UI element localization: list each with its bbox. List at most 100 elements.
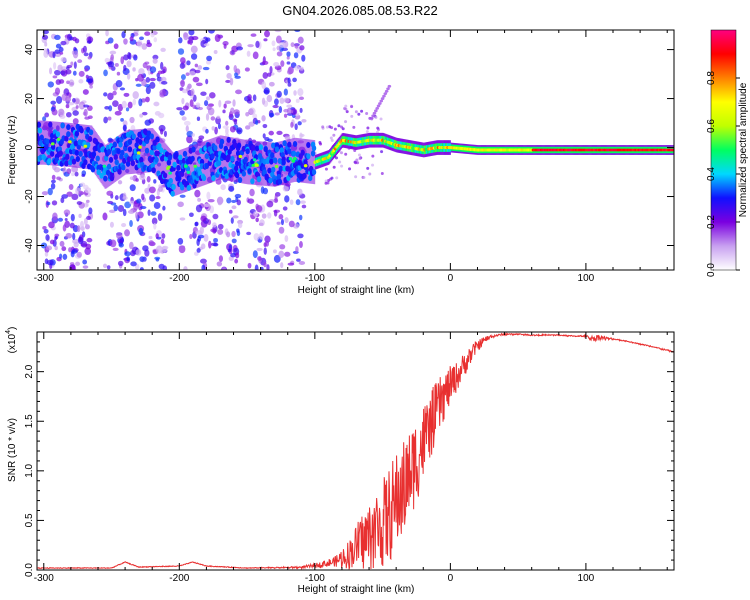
noise-dot [376, 126, 380, 130]
noise-dot [216, 261, 223, 267]
noise-dot [115, 80, 123, 88]
snr-series-line [37, 332, 674, 570]
band-blob [234, 172, 240, 179]
band-blob [127, 138, 133, 145]
band-blob [112, 141, 117, 148]
noise-dot [41, 191, 49, 196]
noise-dot [231, 199, 237, 204]
noise-dot [149, 81, 156, 89]
peak-dot [56, 137, 61, 141]
band-blob [114, 159, 119, 166]
noise-dot [225, 127, 229, 135]
band-envelope [268, 142, 270, 187]
band-blob [37, 135, 41, 142]
noise-dot [107, 116, 112, 121]
harmonic-dot [369, 116, 374, 120]
noise-dot [300, 200, 306, 204]
noise-dot [54, 34, 61, 40]
noise-dot [255, 40, 260, 49]
noise-dot [70, 61, 74, 66]
noise-dot [263, 262, 267, 268]
band-envelope [308, 139, 310, 184]
noise-dot [267, 138, 273, 142]
noise-dot [271, 40, 276, 47]
band-blob [306, 142, 311, 149]
noise-dot [41, 34, 49, 40]
band-blob [201, 175, 207, 182]
noise-dot [286, 51, 291, 57]
noise-dot [258, 232, 264, 240]
noise-dot [222, 267, 226, 270]
noise-dot [153, 101, 160, 107]
noise-dot [195, 82, 203, 87]
x-tick-label: -200 [169, 273, 189, 284]
noise-dot [126, 256, 130, 262]
band-blob [267, 167, 272, 174]
noise-dot [181, 116, 187, 121]
noise-dot [58, 79, 65, 84]
noise-dot [234, 193, 242, 199]
noise-dot [266, 94, 273, 103]
noise-dot [44, 112, 50, 118]
x-tick-label: 100 [578, 273, 595, 284]
noise-dot [82, 265, 89, 269]
noise-dot [78, 213, 82, 218]
exponent-power: 4 [5, 330, 12, 334]
noise-dot [294, 65, 301, 71]
noise-dot [260, 186, 265, 194]
band-blob [204, 153, 210, 160]
noise-dot [262, 133, 266, 139]
band-blob [60, 122, 65, 129]
noise-dot [301, 118, 307, 123]
noise-dot [52, 51, 56, 59]
noise-dot [113, 204, 119, 212]
band-envelope [63, 122, 65, 167]
harmonic-dot [371, 114, 375, 118]
band-blob [64, 135, 69, 142]
noise-dot [230, 217, 234, 224]
band-envelope [213, 137, 215, 182]
noise-dot [57, 64, 63, 72]
y-tick-label: -40 [24, 238, 35, 253]
noise-dot [218, 255, 223, 262]
band-envelope [124, 130, 126, 176]
band-blob [120, 149, 125, 156]
noise-dot [65, 232, 73, 239]
noise-dot [289, 199, 294, 205]
band-blob [250, 178, 255, 185]
noise-dot [368, 172, 372, 176]
band-blob [256, 176, 262, 183]
noise-dot [365, 130, 369, 134]
band-blob [306, 153, 311, 160]
band-blob [74, 130, 80, 137]
noise-dot [56, 176, 61, 180]
band-envelope [310, 139, 312, 184]
noise-dot [59, 51, 64, 55]
band-blob [58, 150, 63, 157]
noise-dot [132, 98, 137, 106]
noise-dot [278, 226, 285, 234]
band-blob [162, 172, 168, 179]
noise-dot [150, 33, 155, 38]
y-tick-label: -20 [24, 189, 35, 204]
colorbar-tick-label: 0.2 [706, 215, 717, 229]
noise-dot [272, 47, 276, 52]
noise-dot [324, 179, 328, 183]
band-blob [262, 169, 267, 176]
noise-dot [354, 161, 358, 165]
noise-dot [237, 222, 243, 229]
noise-dot [332, 165, 336, 169]
band-envelope [199, 142, 201, 187]
noise-dot [76, 251, 82, 258]
noise-dot [108, 209, 116, 214]
noise-dot [362, 176, 366, 180]
band-blob [75, 155, 80, 162]
noise-dot [159, 89, 167, 96]
band-envelope [89, 125, 91, 170]
band-blob [271, 166, 276, 173]
noise-dot [128, 209, 134, 214]
noise-dot [78, 190, 84, 196]
noise-dot [226, 197, 232, 204]
noise-dot [286, 107, 292, 115]
noise-dot [279, 244, 286, 250]
